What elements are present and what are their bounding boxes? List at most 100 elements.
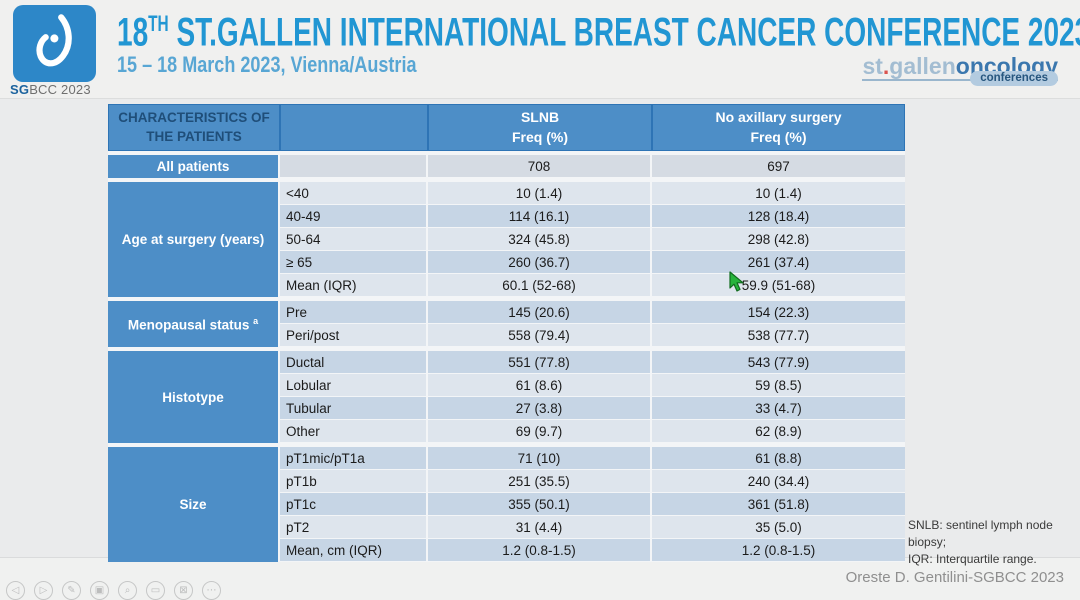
table-row: Lobular 61 (8.6) 59 (8.5) — [108, 374, 905, 397]
patient-characteristics-table: CHARACTERISTICS OF THE PATIENTS SLNB Fre… — [108, 104, 905, 562]
no-axillary-value: 35 (5.0) — [652, 516, 905, 539]
no-axillary-value: 361 (51.8) — [652, 493, 905, 516]
table-row: pT2 31 (4.4) 35 (5.0) — [108, 516, 905, 539]
table-row: pT1b 251 (35.5) 240 (34.4) — [108, 470, 905, 493]
no-axillary-value: 240 (34.4) — [652, 470, 905, 493]
display-settings-icon[interactable]: ▭ — [146, 581, 165, 600]
sgbcc-logo — [13, 5, 96, 82]
presenter-toolbar: ◁ ▷ ✎ ▣ ⌕ ▭ ⊠ ⋯ — [6, 581, 221, 600]
abbreviation-footnote: SNLB: sentinel lymph node biopsy; IQR: I… — [908, 518, 1053, 566]
logo-caption: SGBCC 2023 — [10, 82, 91, 97]
slnb-value: 60.1 (52-68) — [428, 274, 652, 297]
no-axillary-value: 1.2 (0.8-1.5) — [652, 539, 905, 562]
slnb-value: 27 (3.8) — [428, 397, 652, 420]
row-group-label: Age at surgery (years) — [108, 182, 280, 297]
no-axillary-value: 62 (8.9) — [652, 420, 905, 443]
row-group-label: Size — [108, 447, 280, 562]
table-row: Histotype Ductal 551 (77.8) 543 (77.9) — [108, 351, 905, 443]
slnb-value: 31 (4.4) — [428, 516, 652, 539]
table-row: Tubular 27 (3.8) 33 (4.7) — [108, 397, 905, 420]
table-row: 40-49 114 (16.1) 128 (18.4) — [108, 205, 905, 228]
table-body: All patients 708 697 Age at surgery (years)… — [108, 151, 905, 562]
title-superscript: TH — [148, 11, 169, 36]
conference-date-location: 15 – 18 March 2023, Vienna/Austria — [117, 52, 417, 77]
row-sublabel: <40 — [280, 182, 428, 205]
header-band — [0, 0, 1080, 99]
no-axillary-value: 59 (8.5) — [652, 374, 905, 397]
no-axillary-value: 538 (77.7) — [652, 324, 905, 347]
row-group-label: Histotype — [108, 351, 280, 443]
slnb-value: 708 — [428, 155, 652, 178]
row-sublabel: Ductal — [280, 351, 428, 374]
slnb-value: 10 (1.4) — [428, 182, 652, 205]
mouse-cursor-icon — [729, 271, 745, 298]
slnb-value: 61 (8.6) — [428, 374, 652, 397]
slnb-value: 324 (45.8) — [428, 228, 652, 251]
slnb-value: 114 (16.1) — [428, 205, 652, 228]
no-axillary-value: 10 (1.4) — [652, 182, 905, 205]
breast-ribbon-icon — [35, 13, 72, 66]
more-options-icon[interactable]: ⋯ — [202, 581, 221, 600]
section-gap — [108, 178, 905, 182]
empty-header-cell — [280, 104, 428, 151]
table-row: pT1c 355 (50.1) 361 (51.8) — [108, 493, 905, 516]
row-sublabel: Other — [280, 420, 428, 443]
row-sublabel: ≥ 65 — [280, 251, 428, 274]
author-attribution: Oreste D. Gentilini-SGBCC 2023 — [845, 569, 1064, 586]
table-row: 50-64 324 (45.8) 298 (42.8) — [108, 228, 905, 251]
no-axillary-value: 261 (37.4) — [652, 251, 905, 274]
slnb-value: 145 (20.6) — [428, 301, 652, 324]
slnb-value: 251 (35.5) — [428, 470, 652, 493]
row-sublabel: Pre — [280, 301, 428, 324]
row-group-label: Menopausal status a — [108, 301, 280, 347]
row-sublabel: Tubular — [280, 397, 428, 420]
table-row: Peri/post 558 (79.4) 538 (77.7) — [108, 324, 905, 347]
next-slide-icon[interactable]: ▷ — [34, 581, 53, 600]
table-row: Size pT1mic/pT1a 71 (10) 61 (8.8) — [108, 447, 905, 562]
section-gap — [108, 297, 905, 301]
no-axillary-value: 697 — [652, 155, 905, 178]
pen-icon[interactable]: ✎ — [62, 581, 81, 600]
table-row: All patients 708 697 — [108, 155, 905, 178]
page-title: 18TH ST.GALLEN INTERNATIONAL BREAST CANC… — [117, 10, 1080, 55]
slnb-value: 69 (9.7) — [428, 420, 652, 443]
row-sublabel: pT1mic/pT1a — [280, 447, 428, 470]
table-row: Age at surgery (years) <40 10 (1.4) 10 (1.4… — [108, 182, 905, 297]
no-axillary-value: 128 (18.4) — [652, 205, 905, 228]
no-axillary-value: 59.9 (51-68) — [652, 274, 905, 297]
previous-slide-icon[interactable]: ◁ — [6, 581, 25, 600]
slnb-value: 551 (77.8) — [428, 351, 652, 374]
table-header-row: CHARACTERISTICS OF THE PATIENTS SLNB Fre… — [108, 104, 905, 151]
slides-overview-icon[interactable]: ▣ — [90, 581, 109, 600]
no-axillary-column-header: No axillary surgery Freq (%) — [652, 104, 905, 151]
no-axillary-value: 154 (22.3) — [652, 301, 905, 324]
slnb-value: 355 (50.1) — [428, 493, 652, 516]
slnb-value: 71 (10) — [428, 447, 652, 470]
no-axillary-value: 33 (4.7) — [652, 397, 905, 420]
table-row: ≥ 65 260 (36.7) 261 (37.4) — [108, 251, 905, 274]
row-sublabel: pT1b — [280, 470, 428, 493]
conferences-badge: conferences — [970, 71, 1058, 86]
row-sublabel: Mean, cm (IQR) — [280, 539, 428, 562]
row-sublabel: pT1c — [280, 493, 428, 516]
table-row: Other 69 (9.7) 62 (8.9) — [108, 420, 905, 443]
table-row: Mean, cm (IQR) 1.2 (0.8-1.5) 1.2 (0.8-1.5) — [108, 539, 905, 562]
row-sublabel: 50-64 — [280, 228, 428, 251]
brand-red-dot: . — [882, 53, 890, 79]
subtitles-off-icon[interactable]: ⊠ — [174, 581, 193, 600]
table-row: Mean (IQR) 60.1 (52-68) 59.9 (51-68) — [108, 274, 905, 297]
row-sublabel — [280, 155, 428, 178]
row-sublabel: pT2 — [280, 516, 428, 539]
row-sublabel: Lobular — [280, 374, 428, 397]
slnb-value: 558 (79.4) — [428, 324, 652, 347]
row-group-label: All patients — [108, 155, 280, 178]
section-gap — [108, 347, 905, 351]
section-gap — [108, 151, 905, 155]
slnb-value: 1.2 (0.8-1.5) — [428, 539, 652, 562]
section-gap — [108, 443, 905, 447]
row-sublabel: 40-49 — [280, 205, 428, 228]
characteristics-header: CHARACTERISTICS OF THE PATIENTS — [108, 104, 280, 151]
no-axillary-value: 298 (42.8) — [652, 228, 905, 251]
row-sublabel: Peri/post — [280, 324, 428, 347]
magnifier-icon[interactable]: ⌕ — [118, 581, 137, 600]
